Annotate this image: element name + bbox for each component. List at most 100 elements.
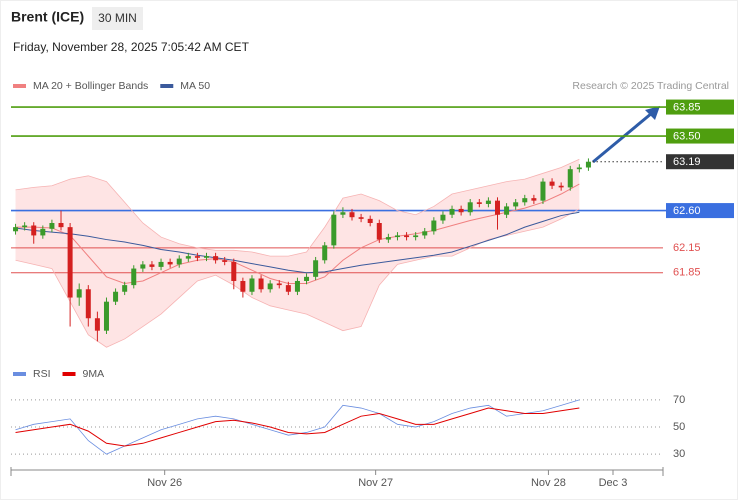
subtitle: Friday, November 28, 2025 7:05:42 AM CET [13, 40, 250, 54]
candle-body [367, 218, 373, 224]
level-label: 63.50 [673, 130, 701, 142]
rsi-tick-label: 70 [673, 394, 685, 406]
timeframe: 30 MIN [98, 11, 137, 25]
rsi-ma-line [15, 407, 580, 447]
candle-body [122, 285, 128, 292]
candle-body [176, 258, 182, 265]
candle-body [131, 268, 137, 286]
x-tick-label: Nov 26 [147, 477, 182, 489]
candle-body [413, 235, 419, 238]
candle-body [222, 260, 228, 262]
candle-body [558, 185, 564, 188]
rsi-tick-label: 30 [673, 448, 685, 460]
legend-swatch [160, 84, 174, 88]
level-label: 62.15 [673, 242, 701, 254]
candle-body [431, 220, 437, 232]
candle-body [240, 280, 246, 292]
candle-body [258, 278, 264, 290]
source: Research © 2025 Trading Central [572, 80, 729, 92]
candle-body [267, 283, 273, 290]
candle-body [194, 256, 200, 258]
rsi-tick-label: 50 [673, 421, 685, 433]
candle-body [576, 167, 582, 170]
candle-body [185, 256, 191, 259]
candle-body [158, 261, 164, 267]
x-tick-label: Dec 3 [599, 477, 628, 489]
candle-body [476, 202, 482, 204]
candle-body [322, 245, 328, 261]
candle-body [85, 289, 91, 319]
candle-body [140, 264, 146, 269]
candle-body [231, 261, 237, 281]
legend-swatch [13, 372, 26, 376]
x-tick-label: Nov 27 [358, 477, 393, 489]
level-label: 63.85 [673, 101, 701, 113]
x-tick-label: Nov 28 [531, 477, 566, 489]
candle-body [58, 223, 64, 228]
level-box [666, 128, 734, 144]
chart-title: Brent (ICE) [11, 9, 84, 25]
candle-body [276, 283, 282, 286]
timeframe-box [92, 7, 143, 30]
candle-body [349, 212, 355, 218]
candle-body [449, 208, 455, 215]
bollinger-upper [15, 158, 580, 257]
candle-body [204, 256, 210, 258]
candle-body [76, 289, 82, 298]
candle-body [540, 181, 546, 201]
candle-body [304, 276, 310, 281]
candle-body [94, 318, 100, 331]
candle-body [467, 202, 473, 213]
candle-body [167, 261, 173, 265]
level-box [666, 154, 734, 170]
forecast-arrow [592, 111, 653, 164]
candle-body [567, 169, 573, 188]
bollinger-band [15, 159, 580, 348]
candle-body [22, 225, 28, 228]
candle-body [385, 237, 391, 240]
legend-label: MA 20 + Bollinger Bands [33, 80, 148, 92]
level-label: 61.85 [673, 267, 701, 279]
legend-swatch [13, 84, 26, 88]
level-box [666, 203, 734, 219]
candle-body [440, 214, 446, 221]
legend-label: 9MA [83, 368, 105, 380]
candle-body [494, 200, 500, 215]
candle-body [40, 228, 46, 236]
candle-body [504, 206, 510, 215]
legend-label: RSI [33, 368, 51, 380]
candle-body [31, 225, 37, 236]
candle-body [331, 214, 337, 246]
candle-body [404, 235, 410, 238]
level-label: 62.60 [673, 205, 701, 217]
legend-swatch [62, 372, 76, 376]
candle-body [313, 260, 319, 277]
candle-body [513, 202, 519, 207]
candle-body [49, 223, 55, 229]
candle-body [394, 235, 400, 238]
candle-body [522, 198, 528, 203]
candle-body [585, 161, 591, 168]
level-box [666, 99, 734, 115]
candle-body [294, 280, 300, 292]
candle-body [249, 278, 255, 292]
candle-body [13, 227, 19, 232]
rsi-line [15, 399, 580, 455]
candle-body [422, 231, 428, 236]
level-label: 63.19 [673, 156, 701, 168]
candle-body [67, 227, 73, 298]
candle-body [531, 198, 537, 201]
candle-body [149, 264, 155, 267]
candle-body [103, 301, 109, 331]
candle-body [340, 212, 346, 215]
candle-body [549, 181, 555, 186]
forecast-arrowhead [645, 106, 660, 120]
candle-body [485, 200, 491, 204]
legend-label: MA 50 [180, 80, 210, 92]
candle-body [358, 217, 364, 219]
candle-body [376, 223, 382, 240]
candle-body [213, 256, 219, 261]
candle-body [285, 285, 291, 292]
candle-body [458, 208, 464, 213]
